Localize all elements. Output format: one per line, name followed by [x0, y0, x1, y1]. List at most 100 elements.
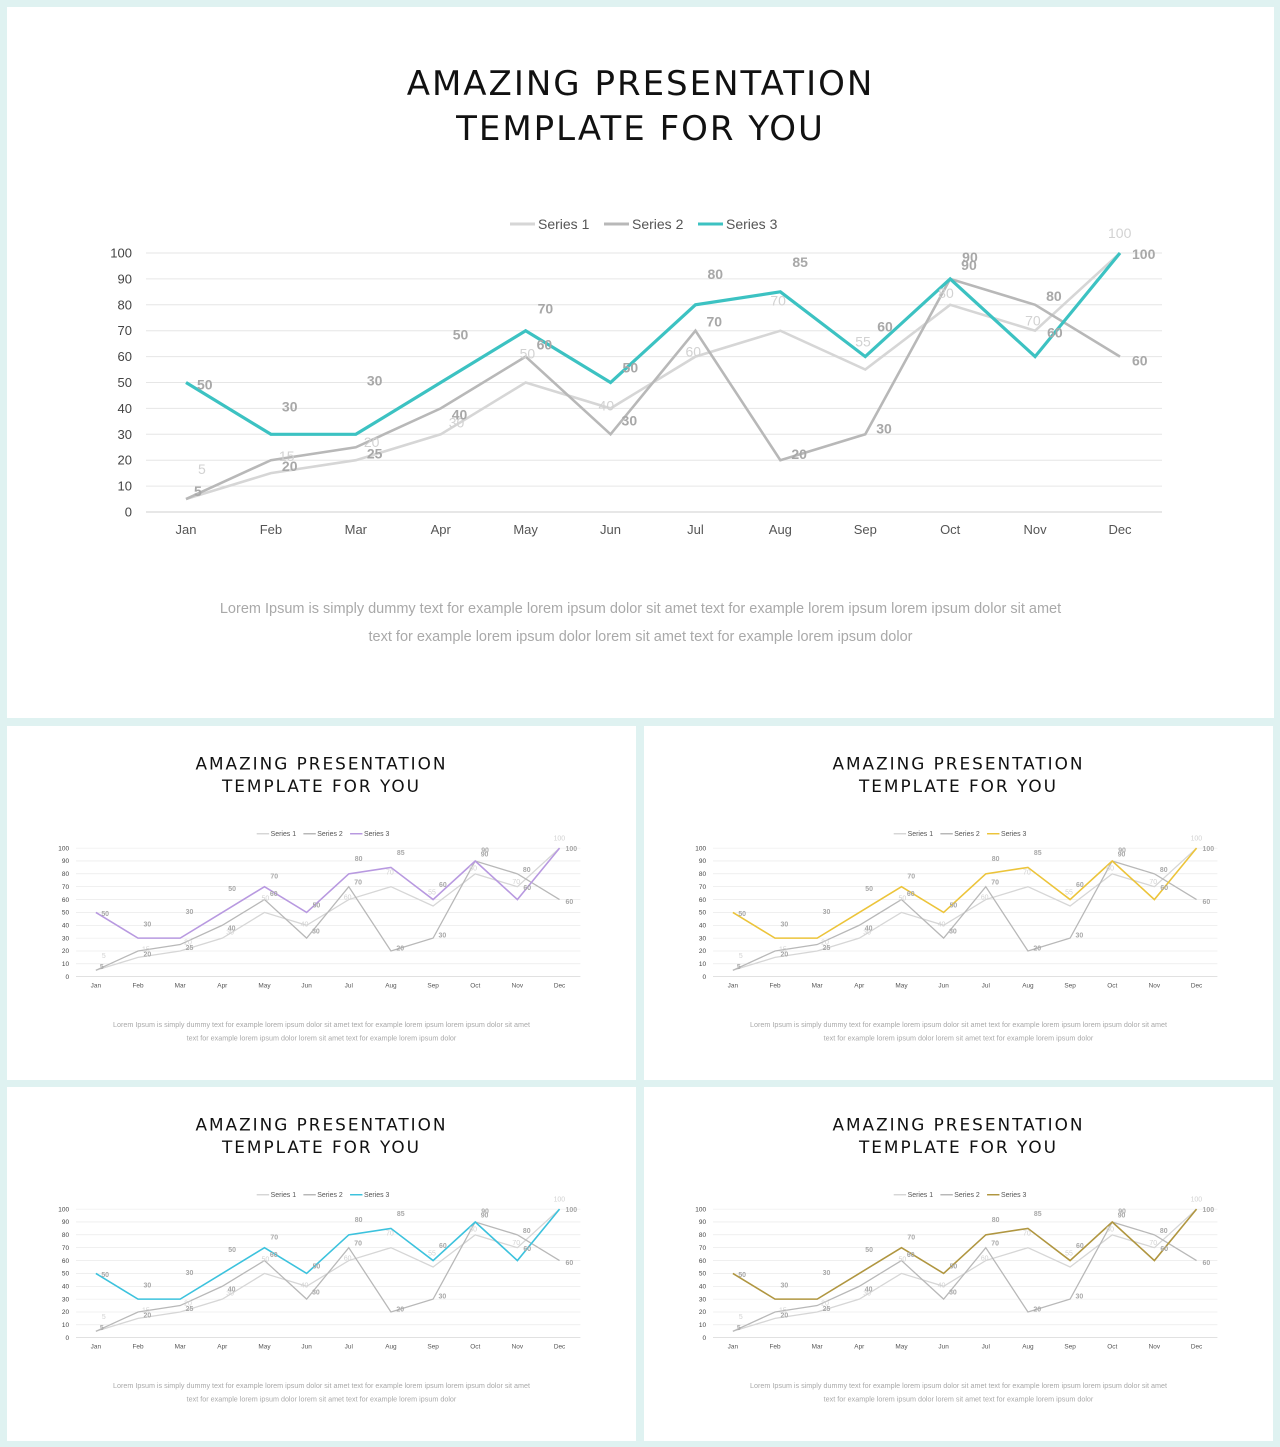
data-label-series-1: 50	[898, 896, 906, 903]
x-tick-label: Jan	[91, 1344, 102, 1351]
data-label-series-3: 50	[101, 1272, 109, 1279]
slide-olive: AMAZING PRESENTATION TEMPLATE FOR YOU Seri…	[644, 1087, 1273, 1441]
data-label-series-3: 80	[992, 856, 1000, 863]
x-tick-label: Jan	[91, 983, 102, 990]
legend-label-series-3: Series 3	[364, 1192, 390, 1199]
data-label-series-3: 80	[355, 1217, 363, 1224]
slide-title-line2: TEMPLATE FOR YOU	[221, 1137, 421, 1157]
data-label-series-1: 20	[821, 1301, 829, 1308]
data-label-series-2: 20	[1033, 1306, 1041, 1313]
x-tick-label: May	[258, 983, 271, 990]
series-3-line	[732, 847, 1198, 939]
data-label-series-1: 60	[344, 895, 352, 902]
data-label-series-1: 15	[779, 1307, 787, 1314]
legend-label-series-2: Series 2	[317, 831, 343, 838]
y-tick-label: 70	[699, 884, 707, 891]
x-tick-label: Jan	[728, 1344, 739, 1351]
legend-label-series-1: Series 1	[908, 831, 934, 838]
slide-purple: AMAZING PRESENTATION TEMPLATE FOR YOU Seri…	[7, 726, 636, 1080]
data-label-series-2: 30	[949, 929, 957, 936]
data-label-series-2: 30	[439, 933, 447, 940]
y-tick-label: 40	[118, 401, 132, 416]
data-label-series-2: 70	[991, 1241, 999, 1248]
series-3-line	[185, 251, 1122, 436]
data-label-series-3: 100	[566, 1207, 578, 1214]
data-label-series-1: 100	[1108, 225, 1132, 241]
data-label-series-2: 5	[737, 1325, 741, 1332]
x-tick-label: Nov	[1024, 522, 1048, 537]
data-label-series-2: 60	[907, 891, 915, 898]
x-tick-label: Sep	[427, 983, 439, 990]
data-label-series-3: 70	[270, 1234, 278, 1241]
x-tick-label: Jun	[301, 1344, 312, 1351]
y-tick-label: 100	[695, 845, 706, 852]
data-label-series-3: 50	[453, 327, 469, 343]
slide-title-line1: AMAZING PRESENTATION	[195, 754, 447, 774]
data-label-series-2: 60	[566, 1260, 574, 1267]
x-tick-label: Oct	[940, 522, 961, 537]
data-label-series-3: 50	[865, 1247, 873, 1254]
y-tick-label: 0	[65, 1335, 69, 1342]
data-label-series-1: 20	[184, 940, 192, 947]
data-label-series-2: 70	[706, 314, 722, 330]
y-tick-label: 30	[62, 935, 70, 942]
data-label-series-2: 20	[1033, 945, 1041, 952]
y-tick-label: 20	[699, 1309, 707, 1316]
y-tick-label: 50	[699, 910, 707, 917]
x-tick-label: Nov	[512, 983, 524, 990]
data-label-series-2: 20	[143, 1312, 151, 1319]
y-tick-label: 0	[125, 505, 132, 520]
data-label-series-1: 100	[1191, 836, 1203, 843]
x-tick-label: Mar	[175, 983, 187, 990]
x-tick-label: Jan	[176, 522, 197, 537]
series-2-line	[732, 860, 1197, 971]
y-tick-label: 30	[699, 1296, 707, 1303]
data-label-series-1: 30	[226, 1291, 234, 1298]
y-tick-label: 80	[62, 1232, 70, 1239]
data-label-series-3: 90	[962, 249, 978, 265]
data-label-series-1: 80	[938, 285, 954, 301]
data-label-series-1: 55	[855, 334, 871, 350]
data-label-series-2: 5	[737, 964, 741, 971]
data-label-series-2: 60	[1203, 1260, 1211, 1267]
x-tick-label: Oct	[1107, 983, 1117, 990]
legend-label-series-1: Series 1	[908, 1192, 934, 1199]
x-tick-label: Sep	[1064, 983, 1076, 990]
data-label-series-3: 50	[950, 1263, 958, 1270]
data-label-series-3: 80	[355, 856, 363, 863]
legend-label-series-3: Series 3	[364, 831, 390, 838]
series-3-line	[95, 847, 561, 939]
legend-label-series-3: Series 3	[1001, 831, 1027, 838]
x-tick-label: Apr	[854, 983, 865, 990]
data-label-series-1: 70	[1149, 879, 1157, 886]
y-tick-label: 70	[62, 884, 70, 891]
y-tick-label: 80	[699, 871, 707, 878]
y-tick-label: 50	[118, 375, 132, 390]
data-label-series-2: 40	[228, 1287, 236, 1294]
x-tick-label: Jul	[345, 983, 353, 990]
series-1-line	[732, 1208, 1197, 1332]
x-tick-label: Mar	[175, 1344, 187, 1351]
data-label-series-1: 5	[739, 1314, 743, 1321]
data-label-series-1: 5	[102, 1314, 106, 1321]
y-tick-label: 100	[110, 246, 132, 261]
y-tick-label: 100	[58, 1206, 69, 1213]
y-tick-label: 20	[62, 948, 70, 955]
y-tick-label: 40	[699, 1284, 707, 1291]
x-tick-label: Jul	[687, 522, 704, 537]
data-label-series-2: 70	[991, 880, 999, 887]
data-label-series-3: 50	[738, 911, 746, 918]
data-label-series-1: 50	[898, 1257, 906, 1264]
slide-main: AMAZING PRESENTATION TEMPLATE FOR YOU Seri…	[7, 7, 1274, 718]
y-tick-label: 20	[699, 948, 707, 955]
data-label-series-3: 30	[143, 1283, 151, 1290]
y-tick-label: 70	[62, 1245, 70, 1252]
data-label-series-2: 40	[452, 406, 468, 422]
data-label-series-3: 100	[566, 846, 578, 853]
y-tick-label: 90	[62, 1219, 70, 1226]
x-tick-label: Jun	[938, 1344, 949, 1351]
data-label-series-1: 80	[1106, 1226, 1114, 1233]
legend-label-series-2: Series 2	[954, 1192, 980, 1199]
data-label-series-2: 90	[481, 852, 489, 859]
